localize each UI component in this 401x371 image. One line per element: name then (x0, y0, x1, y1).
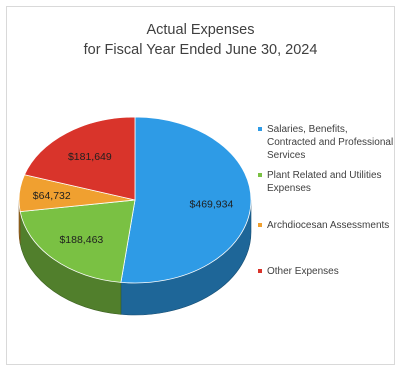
legend-swatch (258, 269, 262, 273)
data-label-other-expenses: $181,649 (68, 151, 112, 163)
pie-slices (18, 116, 252, 284)
legend-label: Plant Related and Utilities Expenses (267, 170, 382, 194)
pie-slice-plant-related-and-utilities-expenses (19, 199, 136, 283)
data-label-plant-related-and-utilities-expenses: $188,463 (59, 234, 103, 246)
chart-title: Actual Expenses (146, 22, 255, 38)
legend-label: Archdiocesan Assessments (267, 220, 390, 231)
chart-title-block: Actual Expenses for Fiscal Year Ended Ju… (0, 20, 401, 60)
pie-slice-salaries-benefits-contracted-and-professional-services (120, 116, 252, 284)
legend-swatch (258, 223, 262, 227)
pie-slice-other-expenses (23, 116, 136, 201)
chart-subtitle: for Fiscal Year Ended June 30, 2024 (83, 42, 318, 58)
data-label-archdiocesan-assessments: $64,732 (33, 190, 71, 202)
legend-label: Salaries, Benefits, Contracted and Profe… (267, 124, 394, 161)
pie-data-labels: $469,934 $188,463 $64,732 $181,649 (33, 151, 234, 246)
legend-swatch (258, 127, 262, 131)
legend-swatch (258, 173, 262, 177)
legend-label: Other Expenses (267, 266, 339, 277)
data-label-salaries-benefits-contracted-and-professional-services: $469,934 (190, 198, 234, 210)
